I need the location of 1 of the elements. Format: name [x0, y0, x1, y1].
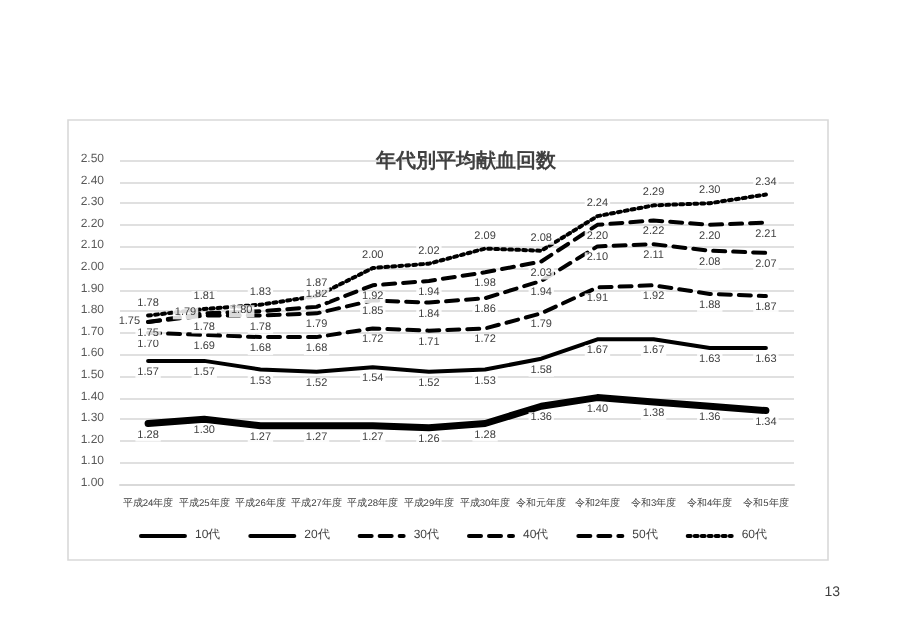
- chart-title: 年代別平均献血回数: [374, 149, 558, 173]
